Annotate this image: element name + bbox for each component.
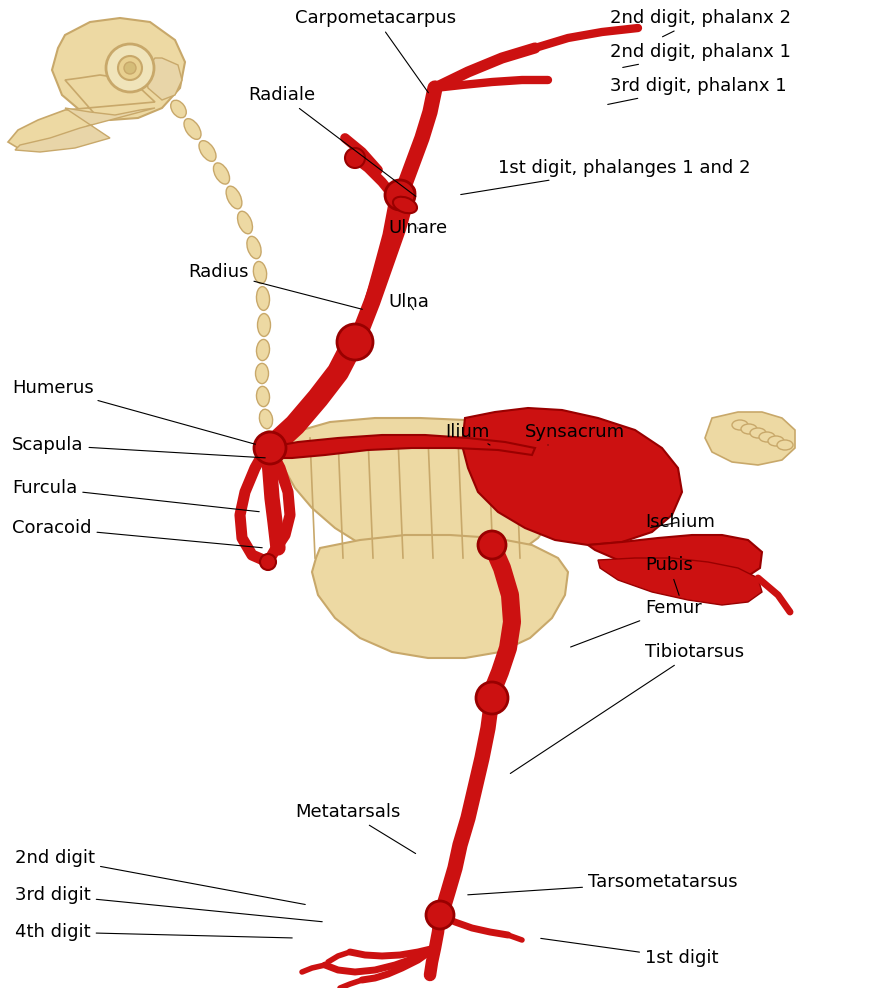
Circle shape [345,148,365,168]
Ellipse shape [256,386,269,407]
Text: Ulnare: Ulnare [388,219,447,237]
Circle shape [337,324,373,360]
Circle shape [476,682,508,714]
Text: Femur: Femur [570,599,702,647]
Ellipse shape [741,424,757,434]
Text: 4th digit: 4th digit [15,923,292,941]
Circle shape [124,62,136,74]
Ellipse shape [255,364,268,383]
Text: 1st digit, phalanges 1 and 2: 1st digit, phalanges 1 and 2 [461,159,751,195]
Ellipse shape [258,313,270,337]
Text: 2nd digit, phalanx 2: 2nd digit, phalanx 2 [610,9,791,37]
Text: 2nd digit: 2nd digit [15,849,306,904]
Text: Carpometacarpus: Carpometacarpus [295,9,457,93]
Text: Coracoid: Coracoid [12,519,262,547]
Polygon shape [705,412,795,465]
Text: Pubis: Pubis [645,556,693,596]
Ellipse shape [732,420,748,430]
Text: 1st digit: 1st digit [540,939,719,967]
Polygon shape [598,558,762,605]
Circle shape [260,554,276,570]
Text: Scapula: Scapula [12,436,265,457]
Ellipse shape [253,262,267,284]
Ellipse shape [393,197,417,213]
Ellipse shape [777,440,793,450]
Text: 3rd digit: 3rd digit [15,886,322,922]
Text: Ischium: Ischium [645,513,715,531]
Text: 3rd digit, phalanx 1: 3rd digit, phalanx 1 [608,77,787,105]
Ellipse shape [238,211,253,234]
Text: Ulna: Ulna [388,293,429,311]
Ellipse shape [170,100,186,118]
Polygon shape [8,75,155,148]
Ellipse shape [199,140,216,161]
Ellipse shape [214,163,230,184]
Circle shape [254,432,286,464]
Ellipse shape [247,236,261,259]
Polygon shape [265,435,535,458]
Ellipse shape [260,409,273,429]
Ellipse shape [759,432,775,442]
Ellipse shape [256,287,269,310]
Ellipse shape [184,119,201,139]
Circle shape [385,180,415,210]
Circle shape [106,44,154,92]
Polygon shape [145,58,182,100]
Text: Tibiotarsus: Tibiotarsus [510,643,744,774]
Text: Ilium: Ilium [445,423,490,445]
Ellipse shape [768,436,784,446]
Circle shape [478,531,506,559]
Polygon shape [52,18,185,120]
Polygon shape [268,418,568,568]
Text: Radius: Radius [188,263,362,309]
Text: Humerus: Humerus [12,379,255,445]
Polygon shape [588,535,762,585]
Polygon shape [312,535,568,658]
Text: Tarsometatarsus: Tarsometatarsus [468,873,737,895]
Text: 2nd digit, phalanx 1: 2nd digit, phalanx 1 [610,43,791,67]
Polygon shape [15,108,155,152]
Circle shape [118,56,142,80]
Text: Radiale: Radiale [248,86,416,197]
Text: Metatarsals: Metatarsals [295,803,416,854]
Ellipse shape [262,431,275,445]
Ellipse shape [256,340,269,361]
Text: Synsacrum: Synsacrum [525,423,625,445]
Circle shape [426,901,454,929]
Text: Furcula: Furcula [12,479,260,512]
Polygon shape [462,408,682,545]
Ellipse shape [750,428,766,438]
Ellipse shape [226,186,242,208]
